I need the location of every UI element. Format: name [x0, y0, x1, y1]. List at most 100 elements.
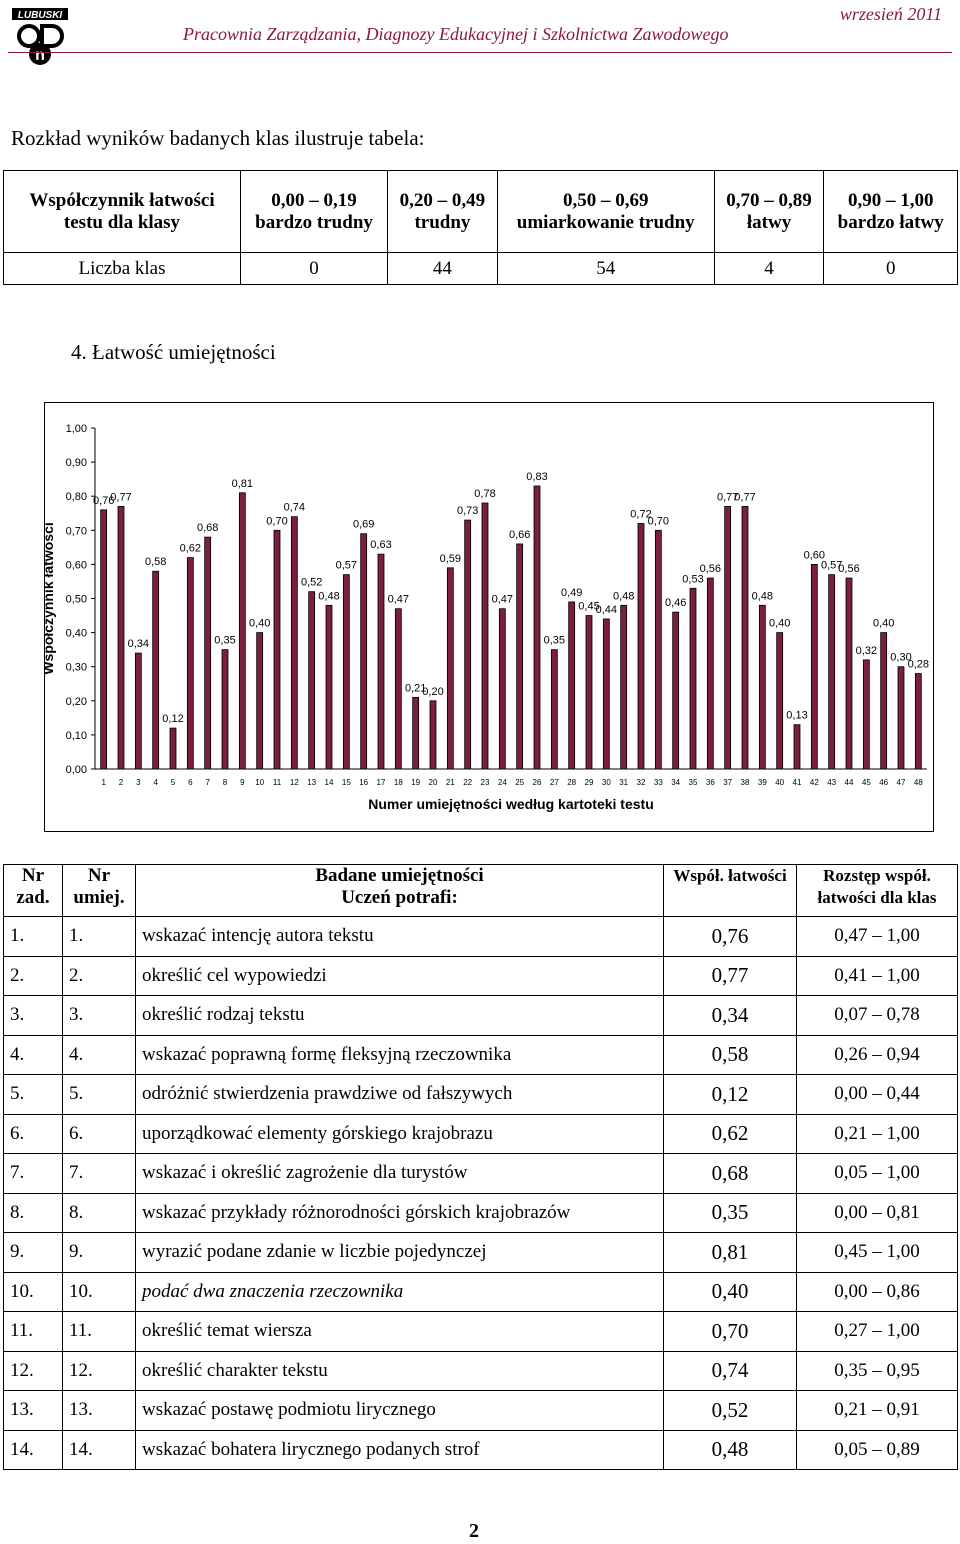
svg-text:n: n [35, 47, 45, 64]
bar-chart: 0,00 0,10 0,20 0,30 0,40 0,50 0,60 0,70 0,80 0,90… [45, 423, 929, 812]
bar [134, 652, 142, 770]
lubuski-odn-logo: LUBUSKI n [12, 8, 68, 65]
y-tick-label: 0,30 [66, 662, 87, 674]
x-tick-label: 40 [775, 778, 784, 787]
bar [654, 529, 662, 770]
cell-range: 0,05 – 0,89 [796, 1429, 958, 1470]
section-title: 4. Łatwość umiejętności [71, 340, 276, 364]
x-tick-label: 48 [914, 778, 923, 787]
cell-skill: podać dwa znaczenia rzeczownika [135, 1271, 664, 1312]
bar [100, 509, 108, 770]
table-row: 10. 10. podać dwa znaczenia rzeczownika 0,4… [3, 1271, 958, 1312]
header-coef: Współ. łatwości [663, 864, 797, 917]
data-label: 0,57 [821, 560, 842, 572]
cell-range: 0,21 – 1,00 [796, 1113, 958, 1154]
data-label: 0,44 [596, 604, 617, 616]
cell-skill: wskazać przykłady różnorodności górskich… [135, 1192, 664, 1233]
data-label: 0,46 [665, 597, 686, 609]
data-label: 0,68 [197, 522, 218, 534]
x-tick-label: 16 [359, 778, 368, 787]
bar [758, 604, 766, 770]
bar [724, 506, 732, 770]
dist-col-1: 0,00 – 0,19 bardzo trudny [239, 170, 389, 253]
bar [689, 587, 697, 770]
data-label: 0,35 [214, 635, 235, 647]
data-label: 0,20 [422, 686, 443, 698]
cell-range: 0,27 – 1,00 [796, 1311, 958, 1352]
data-label: 0,12 [162, 713, 183, 725]
data-label: 0,59 [440, 553, 461, 565]
cell-nr-umiej: 12. [62, 1350, 136, 1391]
cell-coef: 0,12 [663, 1074, 797, 1115]
bar [256, 632, 264, 770]
bar [637, 523, 645, 770]
data-label: 0,73 [457, 505, 478, 517]
bar [845, 577, 853, 770]
y-axis-label: Współczynnik łatwości [45, 522, 56, 674]
x-tick-label: 22 [463, 778, 472, 787]
data-label: 0,58 [145, 556, 166, 568]
dist-count-3: 54 [496, 252, 715, 285]
bar [862, 659, 870, 770]
y-tick-label: 0,70 [66, 525, 87, 537]
y-tick-label: 0,10 [66, 730, 87, 742]
bar [602, 618, 610, 770]
cell-coef: 0,58 [663, 1034, 797, 1075]
cell-nr-umiej: 14. [62, 1429, 136, 1470]
cell-range: 0,07 – 0,78 [796, 995, 958, 1036]
data-label: 0,56 [838, 563, 859, 575]
cell-skill: uporządkować elementy górskiego krajobra… [135, 1113, 664, 1154]
x-tick-label: 8 [223, 778, 228, 787]
data-label: 0,56 [700, 563, 721, 575]
dist-col-3: 0,50 – 0,69 umiarkowanie trudny [496, 170, 715, 253]
cell-range: 0,35 – 0,95 [796, 1350, 958, 1391]
bar [152, 570, 160, 770]
dist-count-label: Liczba klas [3, 252, 241, 285]
x-tick-label: 6 [188, 778, 193, 787]
cell-range: 0,26 – 0,94 [796, 1034, 958, 1075]
cell-skill: wskazać intencję autora tekstu [135, 916, 664, 957]
y-tick-label: 0,50 [66, 594, 87, 606]
header-divider [8, 52, 952, 53]
x-tick-label: 5 [171, 778, 176, 787]
x-tick-label: 29 [585, 778, 594, 787]
x-tick-label: 30 [602, 778, 611, 787]
table-row: 3. 3. określić rodzaj tekstu 0,34 0,07 – 0,7… [3, 995, 958, 1036]
cell-nr-zad: 5. [3, 1074, 63, 1115]
bar [706, 577, 714, 770]
bar [533, 485, 541, 770]
bar [342, 574, 350, 770]
data-label: 0,53 [682, 573, 703, 585]
distribution-table: Współczynnik łatwości testu dla klasy 0,… [3, 170, 958, 285]
cell-nr-zad: 7. [3, 1153, 63, 1194]
cell-skill: wskazać poprawną formę fleksyjną rzeczow… [135, 1034, 664, 1075]
cell-nr-zad: 13. [3, 1390, 63, 1431]
data-label: 0,81 [232, 478, 253, 490]
cell-nr-umiej: 8. [62, 1192, 136, 1233]
header-title: Pracownia Zarządzania, Diagnozy Edukacyj… [183, 24, 729, 44]
y-tick-label: 0,60 [66, 559, 87, 571]
cell-nr-zad: 2. [3, 955, 63, 996]
data-label: 0,48 [752, 590, 773, 602]
bar [550, 649, 558, 770]
table-row: 2. 2. określić cel wypowiedzi 0,77 0,41 – 1,… [3, 955, 958, 996]
cell-skill: wyrazić podane zdanie w liczbie pojedync… [135, 1232, 664, 1273]
bar [290, 516, 298, 770]
data-label: 0,48 [318, 590, 339, 602]
data-label: 0,62 [180, 543, 201, 555]
data-label: 0,77 [734, 491, 755, 503]
data-label: 0,72 [630, 508, 651, 520]
y-tick-label: 1,00 [66, 423, 87, 435]
dist-count-5: 0 [823, 252, 958, 285]
bar [429, 700, 437, 770]
cell-skill: odróżnić stwierdzenia prawdziwe od fałsz… [135, 1074, 664, 1115]
x-tick-label: 28 [567, 778, 576, 787]
x-tick-label: 46 [879, 778, 888, 787]
cell-coef: 0,74 [663, 1350, 797, 1391]
x-tick-label: 27 [550, 778, 559, 787]
bar [394, 608, 402, 770]
x-tick-label: 12 [290, 778, 299, 787]
svg-text:LUBUSKI: LUBUSKI [18, 10, 63, 21]
cell-range: 0,00 – 0,81 [796, 1192, 958, 1233]
table-row: 13. 13. wskazać postawę podmiotu liryczneg… [3, 1390, 958, 1431]
